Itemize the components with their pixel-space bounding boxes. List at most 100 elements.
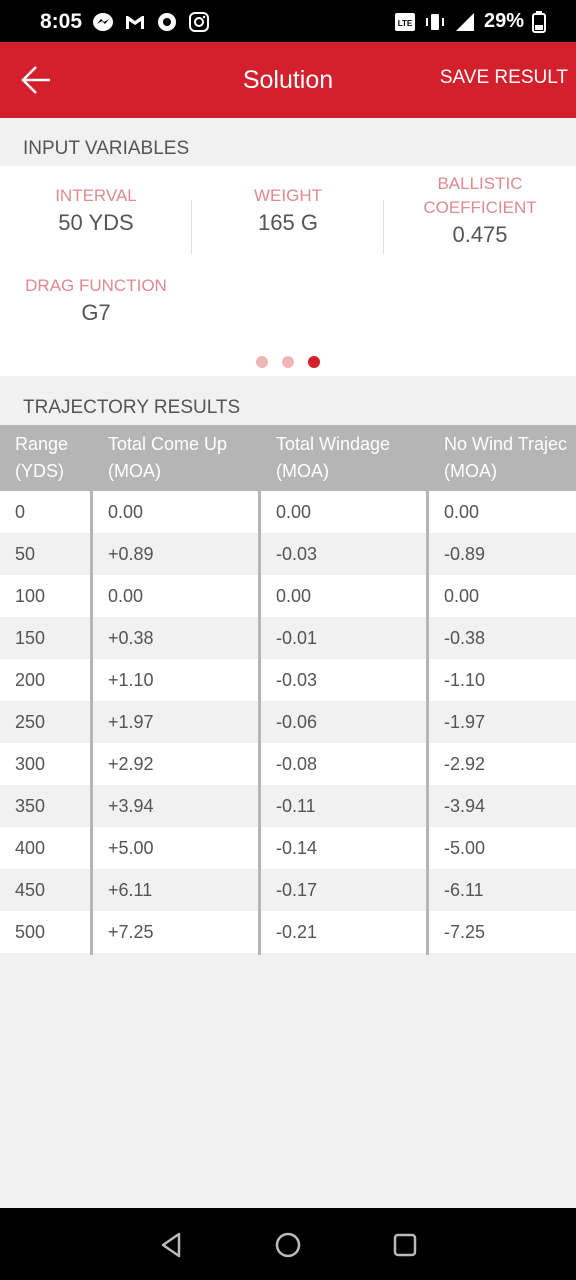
page-title: Solution: [242, 66, 334, 94]
table-cell: +1.10: [108, 670, 154, 690]
status-time: 8:05: [40, 10, 83, 33]
table-cell: -5.00: [444, 838, 486, 858]
status-bar: 8:05 LTE 29%: [0, 0, 576, 42]
table-cell: 0.00: [444, 586, 480, 606]
column-header-range: Range (YDS): [0, 425, 90, 491]
column-header-come-up: Total Come Up (MOA): [93, 425, 258, 491]
interval-cell: INTERVAL 50 YDS: [0, 184, 192, 238]
table-cell: -0.21: [276, 922, 318, 942]
interval-value: 50 YDS: [58, 210, 134, 235]
bc-value: 0.475: [452, 222, 508, 247]
instagram-icon: [189, 12, 209, 32]
table-cell: 0.00: [108, 502, 144, 522]
column-header-no-wind: No Wind Trajec (MOA): [429, 425, 576, 491]
table-cell: +2.92: [108, 754, 154, 774]
back-nav-icon[interactable]: [157, 1230, 187, 1260]
table-cell: -0.38: [444, 628, 486, 648]
input-variables-panel[interactable]: INTERVAL 50 YDS WEIGHT 165 G BALLISTIC C…: [0, 166, 576, 376]
table-cell: 350: [15, 796, 46, 816]
system-nav-bar: [0, 1208, 576, 1280]
page-dot-1[interactable]: [256, 356, 268, 368]
table-cell: 400: [15, 838, 46, 858]
table-cell: 500: [15, 922, 46, 942]
gmail-icon: [126, 16, 144, 29]
weight-label: WEIGHT: [254, 186, 322, 205]
table-row: 450 +6.11 -0.17 -6.11: [0, 869, 576, 911]
vibrate-icon: [425, 13, 444, 30]
table-cell: -1.10: [444, 670, 486, 690]
column-divider: [426, 425, 429, 955]
table-row: 250 +1.97 -0.06 -1.97: [0, 701, 576, 743]
status-right: LTE 29%: [394, 10, 546, 33]
table-row: 500 +7.25 -0.21 -7.25: [0, 911, 576, 953]
drag-function-value: G7: [81, 300, 111, 325]
battery-percent: 29%: [483, 10, 524, 32]
home-nav-icon[interactable]: [273, 1230, 303, 1260]
table-cell: +5.00: [108, 838, 154, 858]
page-indicator[interactable]: [0, 356, 576, 368]
table-cell: -3.94: [444, 796, 486, 816]
table-cell: -0.11: [276, 796, 316, 816]
drag-function-cell: DRAG FUNCTION G7: [0, 274, 192, 328]
table-cell: +7.25: [108, 922, 154, 942]
table-cell: 0: [15, 502, 26, 522]
volte-icon: LTE: [394, 12, 415, 31]
table-cell: 0.00: [444, 502, 480, 522]
column-header-line: (MOA): [444, 461, 497, 481]
table-cell: 100: [15, 586, 46, 606]
column-header-line: Total Come Up: [108, 434, 228, 454]
column-divider: [90, 425, 93, 955]
app-bar: Solution SAVE RESULT: [0, 42, 576, 118]
table-cell: 250: [15, 712, 46, 732]
column-header-line: (MOA): [276, 461, 329, 481]
table-cell: -7.25: [444, 922, 486, 942]
table-cell: 50: [15, 544, 36, 564]
table-row: 350 +3.94 -0.11 -3.94: [0, 785, 576, 827]
table-header: Range (YDS) Total Come Up (MOA) Total Wi…: [0, 425, 576, 491]
table-cell: 150: [15, 628, 46, 648]
column-header-line: Range: [15, 434, 69, 454]
bc-label-line2: COEFFICIENT: [423, 198, 537, 217]
table-cell: -6.11: [444, 880, 484, 900]
table-row: 200 +1.10 -0.03 -1.10: [0, 659, 576, 701]
recents-nav-icon[interactable]: [390, 1230, 420, 1260]
messenger-icon: [93, 13, 113, 31]
table-row: 300 +2.92 -0.08 -2.92: [0, 743, 576, 785]
app-icon: [158, 13, 176, 31]
column-header-line: No Wind Trajec: [444, 434, 568, 454]
column-divider: [258, 425, 261, 955]
table-cell: -0.14: [276, 838, 318, 858]
table-cell: 0.00: [108, 586, 144, 606]
table-cell: 0.00: [276, 502, 312, 522]
table-cell: 0.00: [276, 586, 312, 606]
table-cell: -2.92: [444, 754, 486, 774]
table-cell: +6.11: [108, 880, 153, 900]
trajectory-table[interactable]: Range (YDS) Total Come Up (MOA) Total Wi…: [0, 425, 576, 955]
column-header-line: (YDS): [15, 461, 64, 481]
divider: [191, 200, 192, 254]
svg-text:LTE: LTE: [398, 19, 413, 28]
save-result-button[interactable]: SAVE RESULT: [439, 67, 568, 88]
table-cell: +0.38: [108, 628, 154, 648]
weight-cell: WEIGHT 165 G: [192, 184, 384, 238]
table-cell: -0.06: [276, 712, 318, 732]
table-cell: -0.03: [276, 544, 318, 564]
table-row: 400 +5.00 -0.14 -5.00: [0, 827, 576, 869]
table-cell: 300: [15, 754, 46, 774]
signal-icon: [455, 12, 474, 31]
drag-function-label: DRAG FUNCTION: [25, 276, 167, 295]
table-cell: -0.89: [444, 544, 486, 564]
table-cell: +0.89: [108, 544, 154, 564]
arrow-left-icon[interactable]: [20, 62, 56, 98]
bc-cell: BALLISTIC COEFFICIENT 0.475: [384, 172, 576, 250]
interval-label: INTERVAL: [55, 186, 137, 205]
page-dot-2[interactable]: [282, 356, 294, 368]
trajectory-results-header: TRAJECTORY RESULTS: [23, 397, 241, 418]
column-header-windage: Total Windage (MOA): [261, 425, 426, 491]
page-dot-3-active[interactable]: [308, 356, 320, 368]
input-variables-header: INPUT VARIABLES: [23, 138, 190, 159]
divider: [383, 200, 384, 254]
table-cell: -0.01: [276, 628, 318, 648]
table-cell: 450: [15, 880, 46, 900]
battery-icon: [532, 10, 546, 33]
